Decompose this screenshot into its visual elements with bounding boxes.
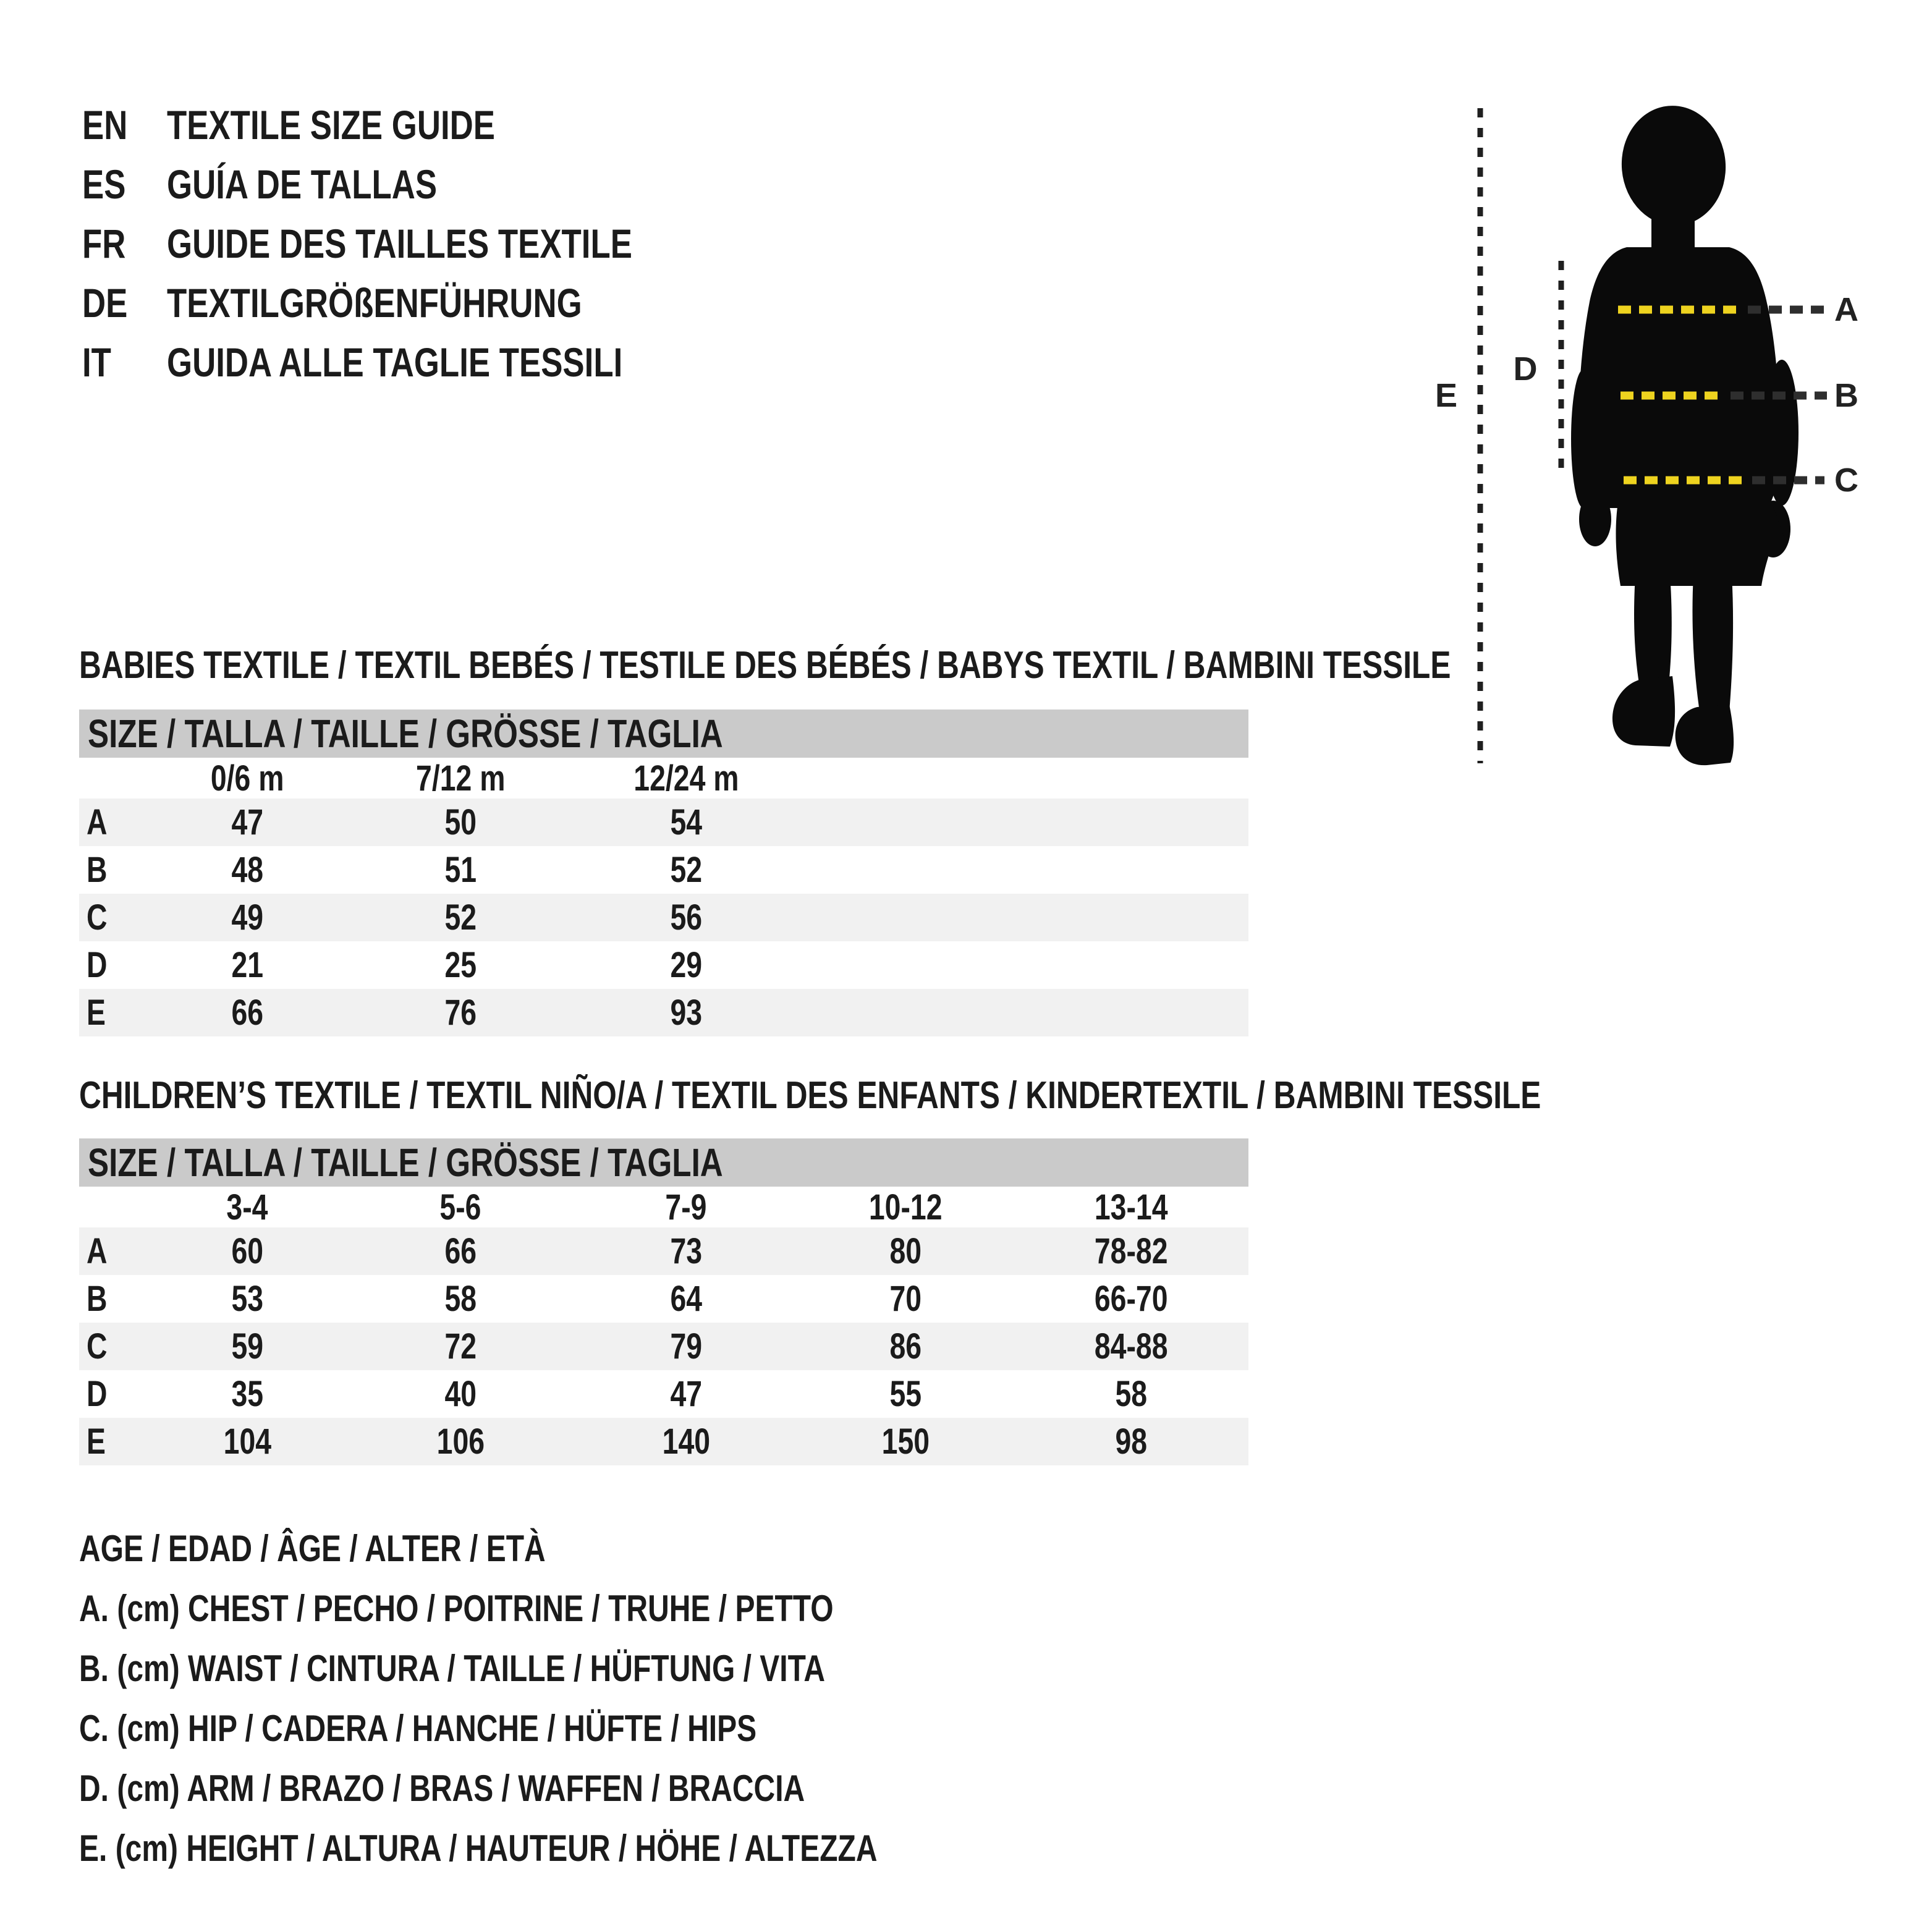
babies-size-table: SIZE / TALLA / TAILLE / GRÖSSE / TAGLIA …: [79, 710, 1248, 1036]
babies-col-0-6m: 0/6 m: [210, 758, 284, 799]
lang-row-es: ES GUÍA DE TALLAS: [82, 155, 748, 214]
child-measurement-figure: A B C D E: [1421, 93, 1932, 785]
lang-row-en: EN TEXTILE SIZE GUIDE: [82, 95, 748, 155]
table-row-children-e: E 104 106 140 150 98: [79, 1418, 1248, 1465]
babies-column-header-row: 0/6 m 7/12 m 12/24 m: [79, 758, 1248, 799]
children-size-table: SIZE / TALLA / TAILLE / GRÖSSE / TAGLIA …: [79, 1138, 1248, 1465]
children-col-10-12: 10-12: [868, 1187, 943, 1227]
row-label: A: [87, 1231, 108, 1271]
lang-code-it: IT: [82, 339, 111, 385]
row-label: A: [87, 802, 108, 842]
language-title-list: EN TEXTILE SIZE GUIDE ES GUÍA DE TALLAS …: [82, 95, 748, 392]
children-col-13-14: 13-14: [1094, 1187, 1168, 1227]
table-row-children-d: D 35 40 47 55 58: [79, 1370, 1248, 1418]
lang-code-es: ES: [82, 161, 126, 207]
figure-label-a: A: [1834, 291, 1858, 328]
legend-height: E. (cm) HEIGHT / ALTURA / HAUTEUR / HÖHE…: [79, 1828, 878, 1869]
figure-label-c: C: [1834, 462, 1858, 499]
table-row-babies-a: A 47 50 54: [79, 799, 1248, 846]
lang-code-en: EN: [82, 102, 128, 148]
table-row-children-b: B 53 58 64 70 66-70: [79, 1275, 1248, 1323]
lang-code-fr: FR: [82, 221, 126, 266]
legend-arm: D. (cm) ARM / BRAZO / BRAS / WAFFEN / BR…: [79, 1768, 805, 1809]
table-row-children-a: A 60 66 73 80 78-82: [79, 1227, 1248, 1275]
page-title-de: TEXTILGRÖßENFÜHRUNG: [167, 280, 582, 326]
figure-label-b: B: [1834, 377, 1858, 414]
row-label: D: [87, 1374, 108, 1414]
lang-code-de: DE: [82, 280, 128, 326]
children-section-title: CHILDREN’S TEXTILE / TEXTIL NIÑO/A / TEX…: [79, 1074, 1541, 1117]
row-label: E: [87, 1421, 106, 1462]
children-column-header-row: 3-4 5-6 7-9 10-12 13-14: [79, 1187, 1248, 1227]
table-row-babies-e: E 66 76 93: [79, 989, 1248, 1036]
babies-col-7-12m: 7/12 m: [415, 758, 506, 799]
babies-section-title: BABIES TEXTILE / TEXTIL BEBÉS / TESTILE …: [79, 643, 1451, 687]
children-col-5-6: 5-6: [439, 1187, 481, 1227]
page-title-fr: GUIDE DES TAILLES TEXTILE: [167, 221, 632, 266]
row-label: C: [87, 897, 108, 938]
table-row-children-c: C 59 72 79 86 84-88: [79, 1323, 1248, 1370]
measurement-legend: AGE / EDAD / ÂGE / ALTER / ETÀ A. (cm) C…: [79, 1519, 1077, 1878]
table-row-babies-c: C 49 52 56: [79, 894, 1248, 941]
legend-chest: A. (cm) CHEST / PECHO / POITRINE / TRUHE…: [79, 1588, 834, 1629]
babies-size-header-bar: SIZE / TALLA / TAILLE / GRÖSSE / TAGLIA: [79, 710, 1248, 758]
row-label: B: [87, 850, 108, 890]
legend-age: AGE / EDAD / ÂGE / ALTER / ETÀ: [79, 1528, 546, 1569]
legend-hip: C. (cm) HIP / CADERA / HANCHE / HÜFTE / …: [79, 1708, 757, 1749]
row-label: E: [87, 993, 106, 1033]
lang-row-de: DE TEXTILGRÖßENFÜHRUNG: [82, 273, 748, 333]
page-title-en: TEXTILE SIZE GUIDE: [167, 102, 495, 148]
table-row-babies-b: B 48 51 52: [79, 846, 1248, 894]
figure-label-e: E: [1435, 377, 1457, 414]
measurement-diagram: A B C D E: [1435, 106, 1858, 766]
table-row-babies-d: D 21 25 29: [79, 941, 1248, 989]
lang-row-it: IT GUIDA ALLE TAGLIE TESSILI: [82, 333, 748, 392]
row-label: B: [87, 1279, 108, 1319]
figure-label-d: D: [1514, 350, 1538, 388]
babies-col-12-24m: 12/24 m: [633, 758, 739, 799]
children-col-7-9: 7-9: [665, 1187, 707, 1227]
legend-waist: B. (cm) WAIST / CINTURA / TAILLE / HÜFTU…: [79, 1648, 826, 1689]
children-size-header-bar: SIZE / TALLA / TAILLE / GRÖSSE / TAGLIA: [79, 1138, 1248, 1187]
page-title-it: GUIDA ALLE TAGLIE TESSILI: [167, 339, 623, 385]
children-col-3-4: 3-4: [226, 1187, 268, 1227]
row-label: D: [87, 945, 108, 985]
lang-row-fr: FR GUIDE DES TAILLES TEXTILE: [82, 214, 748, 273]
page-title-es: GUÍA DE TALLAS: [167, 161, 438, 207]
row-label: C: [87, 1326, 108, 1366]
